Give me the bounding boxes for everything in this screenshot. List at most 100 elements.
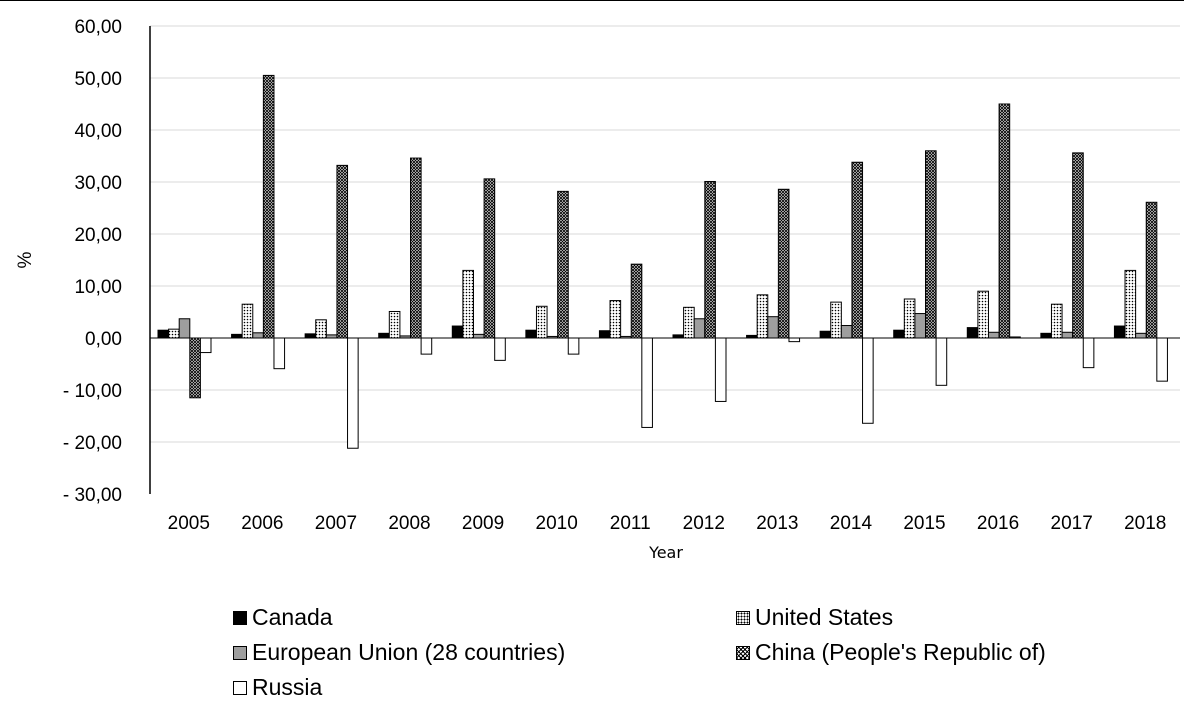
axis-labels: 60,00 50,00 40,00 30,00 20,00 10,00 0,00 - 10,0… bbox=[15, 17, 1166, 562]
x-tick-label: 2005 bbox=[168, 513, 210, 534]
bar-united-states-2005 bbox=[168, 328, 180, 339]
bar-european-union-28-countries-2014 bbox=[840, 325, 853, 339]
legend-swatch-european-union bbox=[233, 645, 247, 660]
bar-russia-2013 bbox=[788, 337, 801, 343]
x-tick-label: 2016 bbox=[977, 513, 1019, 534]
bar-china-people-s-republic-of-2007 bbox=[336, 164, 349, 339]
bar-china-people-s-republic-of-2018 bbox=[1145, 201, 1158, 339]
bar-canada-2009 bbox=[451, 325, 464, 339]
bar-united-states-2009 bbox=[462, 269, 474, 339]
bar-russia-2015 bbox=[935, 337, 948, 386]
bar-china-people-s-republic-of-2014 bbox=[851, 161, 864, 339]
bar-russia-2009 bbox=[494, 337, 506, 361]
bar-russia-2008 bbox=[420, 337, 433, 355]
bar-united-states-2008 bbox=[388, 310, 401, 339]
bar-european-union-28-countries-2016 bbox=[987, 331, 1000, 339]
bar-china-people-s-republic-of-2006 bbox=[262, 74, 275, 339]
bar-china-people-s-republic-of-2008 bbox=[410, 157, 422, 339]
bar-russia-2006 bbox=[273, 337, 286, 370]
bar-china-people-s-republic-of-2011 bbox=[630, 263, 643, 339]
bar-china-people-s-republic-of-2005 bbox=[189, 337, 201, 399]
legend-swatch-russia bbox=[233, 680, 247, 695]
bar-russia-2017 bbox=[1082, 337, 1095, 369]
bar-canada-2006 bbox=[231, 333, 243, 339]
y-tick-label: 10,00 bbox=[74, 277, 122, 298]
legend-swatch-canada bbox=[233, 610, 247, 625]
bar-united-states-2018 bbox=[1124, 269, 1137, 339]
bar-european-union-28-countries-2012 bbox=[693, 318, 706, 339]
bar-canada-2008 bbox=[378, 332, 390, 339]
legend-swatch-china bbox=[736, 645, 750, 660]
bar-canada-2016 bbox=[966, 327, 979, 339]
bar-united-states-2011 bbox=[609, 300, 622, 339]
x-tick-label: 2014 bbox=[830, 513, 873, 534]
y-tick-label: 50,00 bbox=[74, 69, 122, 90]
bar-european-union-28-countries-2018 bbox=[1135, 332, 1147, 339]
bar-russia-2012 bbox=[714, 337, 727, 402]
bar-united-states-2012 bbox=[683, 306, 695, 339]
bar-canada-2017 bbox=[1040, 332, 1052, 339]
x-tick-label: 2006 bbox=[241, 513, 283, 534]
legend-item-united-states: United States bbox=[736, 604, 893, 631]
bar-china-people-s-republic-of-2009 bbox=[483, 178, 496, 339]
bar-european-union-28-countries-2013 bbox=[767, 316, 779, 339]
bar-united-states-2014 bbox=[830, 301, 842, 339]
bar-canada-2010 bbox=[525, 329, 537, 339]
x-tick-label: 2011 bbox=[610, 513, 651, 534]
legend-label-russia: Russia bbox=[252, 674, 323, 700]
bar-european-union-28-countries-2005 bbox=[178, 318, 191, 339]
bar-russia-2010 bbox=[567, 337, 580, 355]
axes bbox=[149, 26, 1180, 494]
legend-item-european-union: European Union (28 countries) bbox=[233, 639, 565, 666]
y-tick-label: - 10,00 bbox=[63, 381, 122, 402]
y-tick-label: 0,00 bbox=[85, 329, 122, 350]
x-tick-label: 2017 bbox=[1051, 513, 1093, 534]
bar-united-states-2006 bbox=[241, 303, 254, 339]
bar-european-union-28-countries-2015 bbox=[914, 313, 927, 339]
bar-united-states-2016 bbox=[977, 290, 989, 339]
x-tick-label: 2007 bbox=[315, 513, 357, 534]
bar-canada-2018 bbox=[1113, 325, 1126, 339]
bar-canada-2007 bbox=[304, 333, 317, 339]
bar-china-people-s-republic-of-2015 bbox=[925, 150, 937, 339]
bar-united-states-2007 bbox=[315, 319, 327, 339]
x-tick-label: 2015 bbox=[903, 513, 945, 534]
bar-united-states-2015 bbox=[903, 298, 916, 339]
bar-united-states-2010 bbox=[535, 305, 548, 339]
bar-chart: 60,00 50,00 40,00 30,00 20,00 10,00 0,00 - 10,0… bbox=[15, 17, 1180, 562]
legend-item-china: China (People's Republic of) bbox=[736, 639, 1046, 666]
y-tick-label: 40,00 bbox=[74, 121, 122, 142]
bar-russia-2014 bbox=[862, 337, 874, 424]
legend-item-russia: Russia bbox=[233, 674, 322, 701]
x-tick-label: 2018 bbox=[1124, 513, 1166, 534]
y-axis-title: % bbox=[15, 251, 36, 268]
bar-china-people-s-republic-of-2010 bbox=[557, 190, 569, 339]
bar-russia-2007 bbox=[347, 337, 359, 449]
gridlines bbox=[150, 25, 1180, 443]
y-tick-label: 60,00 bbox=[74, 17, 122, 38]
legend-label-canada: Canada bbox=[252, 604, 333, 630]
legend-swatch-united-states bbox=[736, 610, 750, 625]
bar-canada-2015 bbox=[893, 329, 905, 339]
y-tick-label: - 30,00 bbox=[63, 485, 122, 506]
legend-label-china: China (People's Republic of) bbox=[755, 639, 1046, 665]
bar-china-people-s-republic-of-2016 bbox=[998, 103, 1011, 339]
x-axis-title: Year bbox=[648, 543, 683, 562]
y-tick-label: 30,00 bbox=[74, 173, 122, 194]
top-border-line bbox=[0, 0, 1184, 1]
x-tick-label: 2013 bbox=[756, 513, 798, 534]
x-tick-label: 2009 bbox=[462, 513, 504, 534]
bar-european-union-28-countries-2009 bbox=[472, 333, 485, 339]
bar-china-people-s-republic-of-2013 bbox=[777, 188, 790, 339]
bar-russia-2005 bbox=[199, 337, 212, 354]
bar-european-union-28-countries-2017 bbox=[1061, 331, 1074, 339]
bars bbox=[157, 74, 1168, 449]
bar-canada-2011 bbox=[598, 330, 611, 339]
legend-label-united-states: United States bbox=[755, 604, 894, 630]
bar-canada-2005 bbox=[157, 329, 170, 339]
x-tick-label: 2012 bbox=[683, 513, 725, 534]
legend-label-european-union: European Union (28 countries) bbox=[252, 639, 566, 665]
bar-russia-2018 bbox=[1156, 337, 1168, 382]
bar-united-states-2013 bbox=[756, 294, 769, 339]
bar-canada-2014 bbox=[819, 330, 832, 339]
